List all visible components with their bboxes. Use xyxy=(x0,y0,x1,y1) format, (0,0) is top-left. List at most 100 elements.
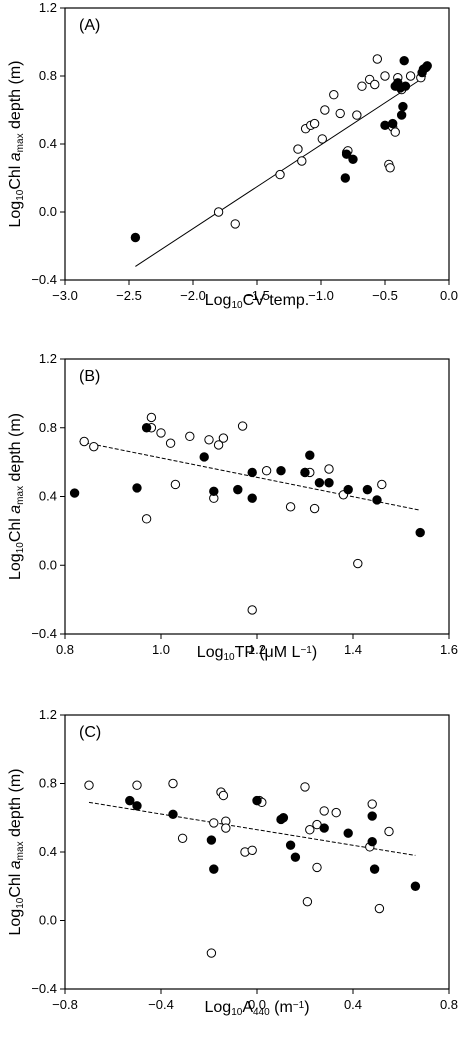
filled-point xyxy=(396,110,407,120)
filled-point xyxy=(132,483,142,493)
open-point xyxy=(352,110,362,120)
x-axis-title: Log10A440 (m−1) xyxy=(204,999,309,1018)
open-point xyxy=(168,778,178,789)
label-part: depth (m) xyxy=(7,768,24,841)
filled-point xyxy=(367,811,377,821)
label-part: (m xyxy=(270,999,293,1016)
y-tick-label: 0.4 xyxy=(39,489,57,504)
y-tick-label: 1.2 xyxy=(39,707,57,722)
open-point xyxy=(384,826,394,837)
x-tick-label: −3.0 xyxy=(52,288,78,303)
label-part: depth (m) xyxy=(7,60,24,133)
open-point xyxy=(285,502,296,512)
open-point xyxy=(141,514,152,524)
open-point xyxy=(390,127,400,137)
label-part: 10 xyxy=(15,542,26,554)
open-point xyxy=(185,431,195,442)
label-part: Log xyxy=(197,644,224,661)
open-point xyxy=(213,440,224,450)
label-part: Log xyxy=(7,201,24,228)
filled-point xyxy=(305,450,315,460)
label-part: 10 xyxy=(224,652,236,663)
open-point xyxy=(377,479,387,490)
open-point xyxy=(329,90,339,100)
panel-label: (A) xyxy=(79,17,100,34)
label-part: Log xyxy=(7,909,24,936)
open-point xyxy=(312,862,322,873)
label-part: ) xyxy=(312,644,317,661)
open-point xyxy=(165,438,176,448)
label-part: Chl xyxy=(7,869,24,897)
y-tick-label: 0.0 xyxy=(39,204,57,219)
open-point xyxy=(261,466,272,476)
y-tick-label: 0.0 xyxy=(39,557,57,572)
filled-point xyxy=(209,864,219,874)
label-part: a xyxy=(7,860,24,869)
filled-point xyxy=(141,423,152,433)
x-tick-label: 1.2 xyxy=(248,642,266,657)
label-part: a xyxy=(7,505,24,514)
y-axis-title: Log10Chl amax depth (m) xyxy=(7,60,26,227)
filled-point xyxy=(130,232,141,243)
open-point xyxy=(300,782,310,792)
filled-point xyxy=(380,120,390,131)
label-part: 440 xyxy=(253,1007,270,1018)
plot-frame xyxy=(64,358,450,635)
x-tick-label: −0.4 xyxy=(148,997,174,1012)
open-point xyxy=(230,219,240,229)
open-point xyxy=(247,845,257,855)
label-part: −1 xyxy=(300,645,312,656)
open-point xyxy=(319,806,329,816)
label-part: Log xyxy=(7,553,24,580)
filled-point xyxy=(369,864,380,874)
label-part: TP (μM L xyxy=(235,644,301,661)
filled-point xyxy=(132,801,142,811)
open-point xyxy=(293,144,303,154)
filled-point xyxy=(399,56,409,66)
open-point xyxy=(146,412,157,423)
open-point xyxy=(331,807,341,818)
x-tick-label: 0.8 xyxy=(56,642,74,657)
label-part: −1 xyxy=(293,1000,305,1011)
y-tick-label: 1.2 xyxy=(39,351,57,366)
open-point xyxy=(309,503,320,514)
x-tick-label: 0.4 xyxy=(344,997,362,1012)
open-point xyxy=(372,54,383,64)
open-point xyxy=(367,799,377,809)
label-part: Log xyxy=(204,999,231,1016)
open-point xyxy=(385,163,395,173)
x-tick-label: 1.0 xyxy=(152,642,170,657)
filled-point xyxy=(285,840,296,850)
filled-point xyxy=(410,881,421,891)
filled-point xyxy=(362,484,373,495)
open-point xyxy=(302,896,313,907)
filled-point xyxy=(233,484,243,495)
panel-label: (C) xyxy=(79,724,101,741)
filled-point xyxy=(319,823,329,833)
open-point xyxy=(380,71,390,81)
label-part: a xyxy=(7,152,24,161)
label-part: 10 xyxy=(15,897,26,909)
filled-point xyxy=(422,61,432,71)
filled-point xyxy=(343,828,353,838)
open-point xyxy=(405,71,416,81)
x-tick-label: −0.8 xyxy=(52,997,78,1012)
filled-point xyxy=(400,81,411,91)
filled-point xyxy=(372,495,382,505)
open-point xyxy=(218,433,229,443)
open-point xyxy=(324,464,334,474)
open-point xyxy=(89,441,99,452)
label-part: Chl xyxy=(7,161,24,189)
x-axis-title: Log10CV temp. xyxy=(205,292,310,311)
y-axis-title: Log10Chl amax depth (m) xyxy=(7,768,26,935)
chart-panel-a: −3.0 −2.5 −2.0 −1.5 −1.0 −0.5 0.0 −0.4 0.0 0.4 0.8… xyxy=(7,0,458,311)
open-point xyxy=(209,818,219,828)
label-part: 10 xyxy=(231,1007,243,1018)
y-tick-label: −0.4 xyxy=(31,626,57,641)
open-point xyxy=(335,108,345,119)
y-tick-label: 0.8 xyxy=(39,68,57,83)
y-tick-label: 0.4 xyxy=(39,136,57,151)
filled-point xyxy=(209,486,219,497)
x-tick-label: 0.0 xyxy=(248,997,266,1012)
x-tick-label: 0.0 xyxy=(440,288,458,303)
